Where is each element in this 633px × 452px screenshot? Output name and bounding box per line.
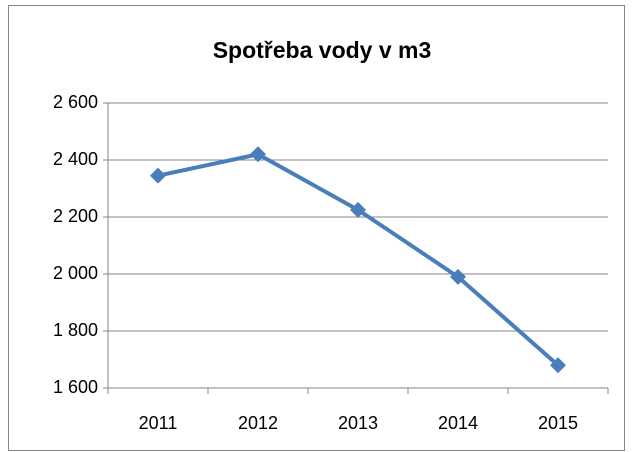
marker	[450, 268, 466, 285]
y-tick-label: 2 600	[53, 92, 98, 112]
y-tick-label: 2 200	[53, 206, 98, 226]
y-tick-label: 2 000	[53, 263, 98, 283]
chart-title: Spotřeba vody v m3	[213, 37, 432, 63]
x-tick-label: 2013	[338, 413, 378, 433]
marker	[550, 357, 566, 374]
x-tick-label: 2014	[438, 413, 478, 433]
y-tick-label: 1 800	[53, 320, 98, 340]
marker	[150, 167, 166, 184]
chart-frame	[8, 5, 625, 451]
y-tick-label: 2 400	[53, 149, 98, 169]
x-tick-label: 2015	[538, 413, 578, 433]
x-tick-label: 2012	[238, 413, 278, 433]
y-tick-label: 1 600	[53, 377, 98, 397]
x-tick-label: 2011	[139, 413, 178, 433]
marker	[250, 146, 266, 163]
marker	[350, 201, 366, 218]
